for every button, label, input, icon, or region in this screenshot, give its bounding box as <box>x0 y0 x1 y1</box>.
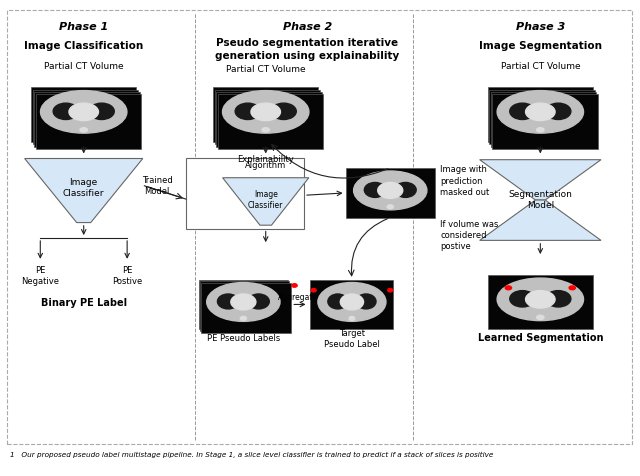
Ellipse shape <box>510 291 535 307</box>
Ellipse shape <box>80 128 88 132</box>
Ellipse shape <box>510 103 535 119</box>
Ellipse shape <box>525 103 555 120</box>
Ellipse shape <box>53 103 79 119</box>
Text: Image Classification: Image Classification <box>24 41 143 51</box>
Text: 1   Our proposed pseudo label multistage pipeline. In Stage 1, a slice level cla: 1 Our proposed pseudo label multistage p… <box>10 452 493 458</box>
Ellipse shape <box>318 283 386 321</box>
Bar <box>488 87 593 142</box>
Text: If volume was
considered
postive: If volume was considered postive <box>440 220 499 251</box>
Bar <box>489 89 595 144</box>
Bar <box>216 92 321 147</box>
Text: Aggregate: Aggregate <box>278 293 317 302</box>
Text: Phase 1: Phase 1 <box>59 22 108 32</box>
Ellipse shape <box>218 294 239 309</box>
Bar <box>214 89 320 144</box>
Text: Image
Classifier: Image Classifier <box>248 190 284 210</box>
Polygon shape <box>479 159 601 200</box>
Text: Image with
prediction
masked out: Image with prediction masked out <box>440 166 490 197</box>
Ellipse shape <box>505 286 511 290</box>
Ellipse shape <box>40 90 127 133</box>
Bar <box>201 283 291 333</box>
Ellipse shape <box>387 205 394 209</box>
Ellipse shape <box>388 288 393 292</box>
Ellipse shape <box>262 128 269 132</box>
Bar <box>488 275 593 329</box>
Ellipse shape <box>545 103 571 119</box>
Text: Explainability: Explainability <box>237 155 294 164</box>
Ellipse shape <box>497 278 584 321</box>
Ellipse shape <box>328 294 348 309</box>
Polygon shape <box>223 178 309 225</box>
Bar <box>310 279 394 329</box>
Text: Trained
Model: Trained Model <box>142 176 173 196</box>
Bar <box>218 94 323 149</box>
Ellipse shape <box>356 294 376 309</box>
Ellipse shape <box>378 182 403 198</box>
Bar <box>33 89 138 144</box>
Bar <box>491 92 596 147</box>
Text: PE
Negative: PE Negative <box>21 266 60 286</box>
Text: Image Segmentation: Image Segmentation <box>479 41 602 51</box>
Ellipse shape <box>231 294 256 310</box>
Ellipse shape <box>525 291 555 308</box>
Ellipse shape <box>545 291 571 307</box>
Ellipse shape <box>248 294 269 309</box>
Polygon shape <box>25 159 143 223</box>
Ellipse shape <box>251 103 280 120</box>
Ellipse shape <box>353 171 427 210</box>
Text: Pseudo segmentation iterative
generation using explainability: Pseudo segmentation iterative generation… <box>215 39 399 61</box>
Ellipse shape <box>536 315 544 319</box>
Bar <box>346 168 435 218</box>
Ellipse shape <box>364 182 386 198</box>
Text: Algorithm: Algorithm <box>245 161 286 170</box>
Text: Learned Segmentation: Learned Segmentation <box>477 333 603 343</box>
Text: Partial CT Volume: Partial CT Volume <box>44 62 124 71</box>
Text: Partial CT Volume: Partial CT Volume <box>226 65 305 74</box>
Bar <box>213 87 319 142</box>
Ellipse shape <box>89 103 115 119</box>
Ellipse shape <box>340 294 364 310</box>
Ellipse shape <box>395 182 416 198</box>
Ellipse shape <box>240 317 246 320</box>
Ellipse shape <box>536 128 544 132</box>
Bar <box>36 94 141 149</box>
Bar <box>200 281 289 331</box>
FancyBboxPatch shape <box>7 10 632 445</box>
Bar <box>31 87 136 142</box>
Ellipse shape <box>235 103 260 119</box>
Ellipse shape <box>207 283 280 321</box>
Ellipse shape <box>223 90 309 133</box>
Ellipse shape <box>569 286 575 290</box>
Text: Image
Classifier: Image Classifier <box>63 178 104 198</box>
Bar <box>34 92 140 147</box>
Text: Binary PE Label: Binary PE Label <box>41 298 127 308</box>
FancyBboxPatch shape <box>186 158 304 228</box>
Text: Phase 2: Phase 2 <box>283 22 332 32</box>
Text: PE Pseudo Labels: PE Pseudo Labels <box>207 334 280 343</box>
Ellipse shape <box>349 317 355 320</box>
Bar <box>198 279 288 329</box>
Text: Segmentation
Model: Segmentation Model <box>508 189 572 210</box>
Ellipse shape <box>271 103 296 119</box>
Ellipse shape <box>497 90 584 133</box>
Ellipse shape <box>311 288 316 292</box>
Ellipse shape <box>69 103 99 120</box>
Text: Partial CT Volume: Partial CT Volume <box>500 62 580 71</box>
Text: Phase 3: Phase 3 <box>516 22 565 32</box>
Text: Target
Pseudo Label: Target Pseudo Label <box>324 328 380 348</box>
Ellipse shape <box>292 284 297 287</box>
Polygon shape <box>479 200 601 240</box>
Bar <box>492 94 598 149</box>
Text: PE
Postive: PE Postive <box>112 266 142 286</box>
